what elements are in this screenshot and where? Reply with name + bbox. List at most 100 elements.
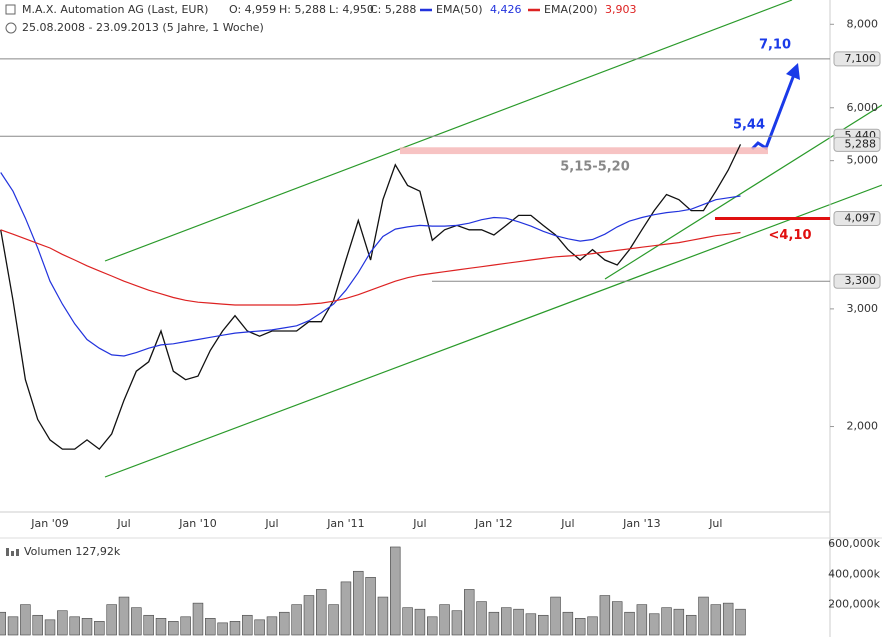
price-label: 7,100	[845, 52, 877, 65]
ohlc-high: H: 5,288	[279, 3, 326, 16]
volume-bar	[291, 604, 302, 636]
target-arrow-head	[786, 63, 800, 80]
volume-bar	[537, 614, 549, 636]
volume-bar	[229, 621, 241, 636]
chart-icon	[5, 4, 16, 15]
volume-tick-label: 200,000k	[828, 598, 880, 611]
x-tick-label: Jul	[264, 517, 278, 530]
volume-bar	[587, 616, 598, 636]
price-label-box	[833, 210, 881, 226]
volume-bar	[648, 613, 660, 636]
y-tick-label: 3,000	[847, 302, 879, 315]
y-tick-label: 8,000	[847, 17, 879, 30]
support-label: <4,10	[769, 228, 812, 243]
volume-bar	[254, 619, 265, 636]
target-arrow	[750, 71, 797, 151]
volume-bar	[735, 608, 746, 636]
volume-bar	[599, 595, 611, 636]
ohlc-close: C: 5,288	[370, 3, 416, 16]
volume-bar	[451, 610, 463, 636]
x-tick-label: Jul	[560, 517, 574, 530]
volume-icon	[16, 549, 19, 556]
volume-bar	[488, 611, 500, 636]
resistance-zone	[400, 147, 768, 155]
volume-bar	[414, 608, 426, 636]
volume-bar	[439, 604, 450, 636]
price-label: 4,097	[845, 211, 877, 224]
volume-bar	[353, 570, 364, 636]
price-line	[0, 144, 742, 450]
volume-bar	[377, 596, 389, 636]
volume-bar	[402, 607, 413, 636]
volume-icon	[11, 551, 14, 556]
x-tick-label: Jul	[708, 517, 722, 530]
volume-bar	[131, 607, 142, 636]
volume-bar	[180, 616, 191, 636]
chart-subtitle: 25.08.2008 - 23.09.2013 (5 Jahre, 1 Woch…	[22, 21, 264, 34]
volume-bar	[118, 596, 130, 636]
y-tick-label: 5,000	[847, 154, 879, 167]
volume-bar	[69, 616, 80, 636]
legend-label: EMA(200)	[544, 3, 598, 16]
volume-bar	[390, 546, 401, 636]
volume-bar	[205, 618, 216, 636]
volume-bar	[710, 604, 722, 636]
volume-bar	[340, 581, 352, 636]
volume-tick-label: 400,000k	[828, 567, 880, 580]
price-label: 5,288	[845, 137, 877, 150]
volume-bar	[168, 621, 179, 636]
volume-bar	[192, 602, 204, 636]
trend-channel-upper	[104, 0, 793, 262]
volume-bar	[303, 595, 315, 636]
volume-bar	[685, 614, 697, 636]
volume-bar	[562, 611, 574, 636]
x-tick-label: Jan '13	[622, 517, 660, 530]
volume-bar	[0, 611, 6, 636]
volume-bar	[427, 616, 438, 636]
ohlc-low: L: 4,950	[329, 3, 374, 16]
legend-value: 4,426	[490, 3, 522, 16]
resistance-label: 5,44	[733, 118, 765, 133]
volume-bar	[464, 589, 475, 636]
volume-bar	[266, 616, 278, 636]
volume-bar	[242, 614, 253, 636]
volume-bar	[722, 602, 734, 636]
volume-bar	[328, 604, 339, 636]
volume-bar	[525, 613, 537, 636]
volume-bar	[476, 601, 487, 636]
volume-bar	[574, 618, 586, 636]
volume-bar	[365, 577, 376, 636]
zone-label: 5,15-5,20	[560, 160, 630, 175]
volume-bar	[81, 618, 93, 636]
volume-bar	[32, 614, 43, 636]
volume-bar	[44, 619, 56, 636]
target-label: 7,10	[759, 37, 791, 52]
volume-bar	[106, 604, 117, 636]
x-tick-label: Jan '10	[178, 517, 216, 530]
x-tick-label: Jan '09	[30, 517, 68, 530]
trend-channel-lower	[104, 184, 882, 478]
legend-value: 3,903	[605, 3, 637, 16]
volume-bar	[661, 607, 672, 636]
volume-bar	[57, 610, 68, 636]
ohlc-open: O: 4,959	[229, 3, 276, 16]
x-tick-label: Jan '12	[474, 517, 512, 530]
x-tick-label: Jul	[116, 517, 130, 530]
volume-bar	[624, 611, 635, 636]
volume-bar	[316, 589, 327, 636]
x-tick-label: Jul	[412, 517, 426, 530]
volume-bar	[279, 611, 290, 636]
price-label-box	[833, 136, 881, 152]
ema-line	[0, 172, 741, 357]
price-label-box	[833, 273, 881, 289]
legend-label: EMA(50)	[436, 3, 483, 16]
volume-bar	[673, 608, 685, 636]
ema-line	[0, 229, 741, 306]
chart-title: M.A.X. Automation AG (Last, EUR)	[22, 3, 208, 16]
y-tick-label: 6,000	[847, 101, 879, 114]
volume-bar	[636, 604, 648, 636]
volume-icon	[6, 548, 9, 556]
clock-icon	[5, 22, 17, 34]
